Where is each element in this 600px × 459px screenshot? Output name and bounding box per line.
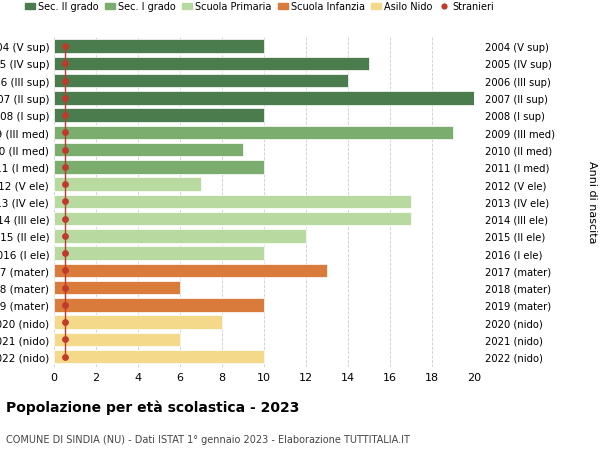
Bar bbox=[54, 126, 453, 140]
Point bbox=[60, 112, 70, 120]
Point bbox=[60, 267, 70, 274]
Bar bbox=[54, 281, 180, 295]
Point bbox=[60, 233, 70, 240]
Point bbox=[60, 147, 70, 154]
Point bbox=[60, 353, 70, 361]
Point bbox=[60, 302, 70, 309]
Bar bbox=[54, 247, 264, 260]
Text: Anni di nascita: Anni di nascita bbox=[587, 161, 597, 243]
Bar bbox=[54, 92, 474, 106]
Point bbox=[60, 129, 70, 137]
Point bbox=[60, 319, 70, 326]
Bar bbox=[54, 298, 264, 312]
Point bbox=[60, 78, 70, 85]
Bar bbox=[54, 350, 264, 364]
Point bbox=[60, 95, 70, 102]
Bar bbox=[54, 161, 264, 174]
Bar bbox=[54, 75, 348, 88]
Bar bbox=[54, 40, 264, 54]
Bar bbox=[54, 316, 222, 329]
Text: Popolazione per età scolastica - 2023: Popolazione per età scolastica - 2023 bbox=[6, 399, 299, 414]
Point bbox=[60, 198, 70, 206]
Bar bbox=[54, 230, 306, 243]
Bar bbox=[54, 109, 264, 123]
Text: COMUNE DI SINDIA (NU) - Dati ISTAT 1° gennaio 2023 - Elaborazione TUTTITALIA.IT: COMUNE DI SINDIA (NU) - Dati ISTAT 1° ge… bbox=[6, 434, 410, 444]
Bar bbox=[54, 57, 369, 71]
Legend: Sec. II grado, Sec. I grado, Scuola Primaria, Scuola Infanzia, Asilo Nido, Stran: Sec. II grado, Sec. I grado, Scuola Prim… bbox=[21, 0, 497, 17]
Point bbox=[60, 250, 70, 257]
Point bbox=[60, 215, 70, 223]
Bar bbox=[54, 195, 411, 209]
Point bbox=[60, 61, 70, 68]
Bar bbox=[54, 264, 327, 278]
Point bbox=[60, 284, 70, 292]
Bar bbox=[54, 144, 243, 157]
Point bbox=[60, 44, 70, 51]
Point bbox=[60, 336, 70, 343]
Bar bbox=[54, 178, 201, 191]
Point bbox=[60, 164, 70, 171]
Bar bbox=[54, 213, 411, 226]
Point bbox=[60, 181, 70, 188]
Bar bbox=[54, 333, 180, 347]
